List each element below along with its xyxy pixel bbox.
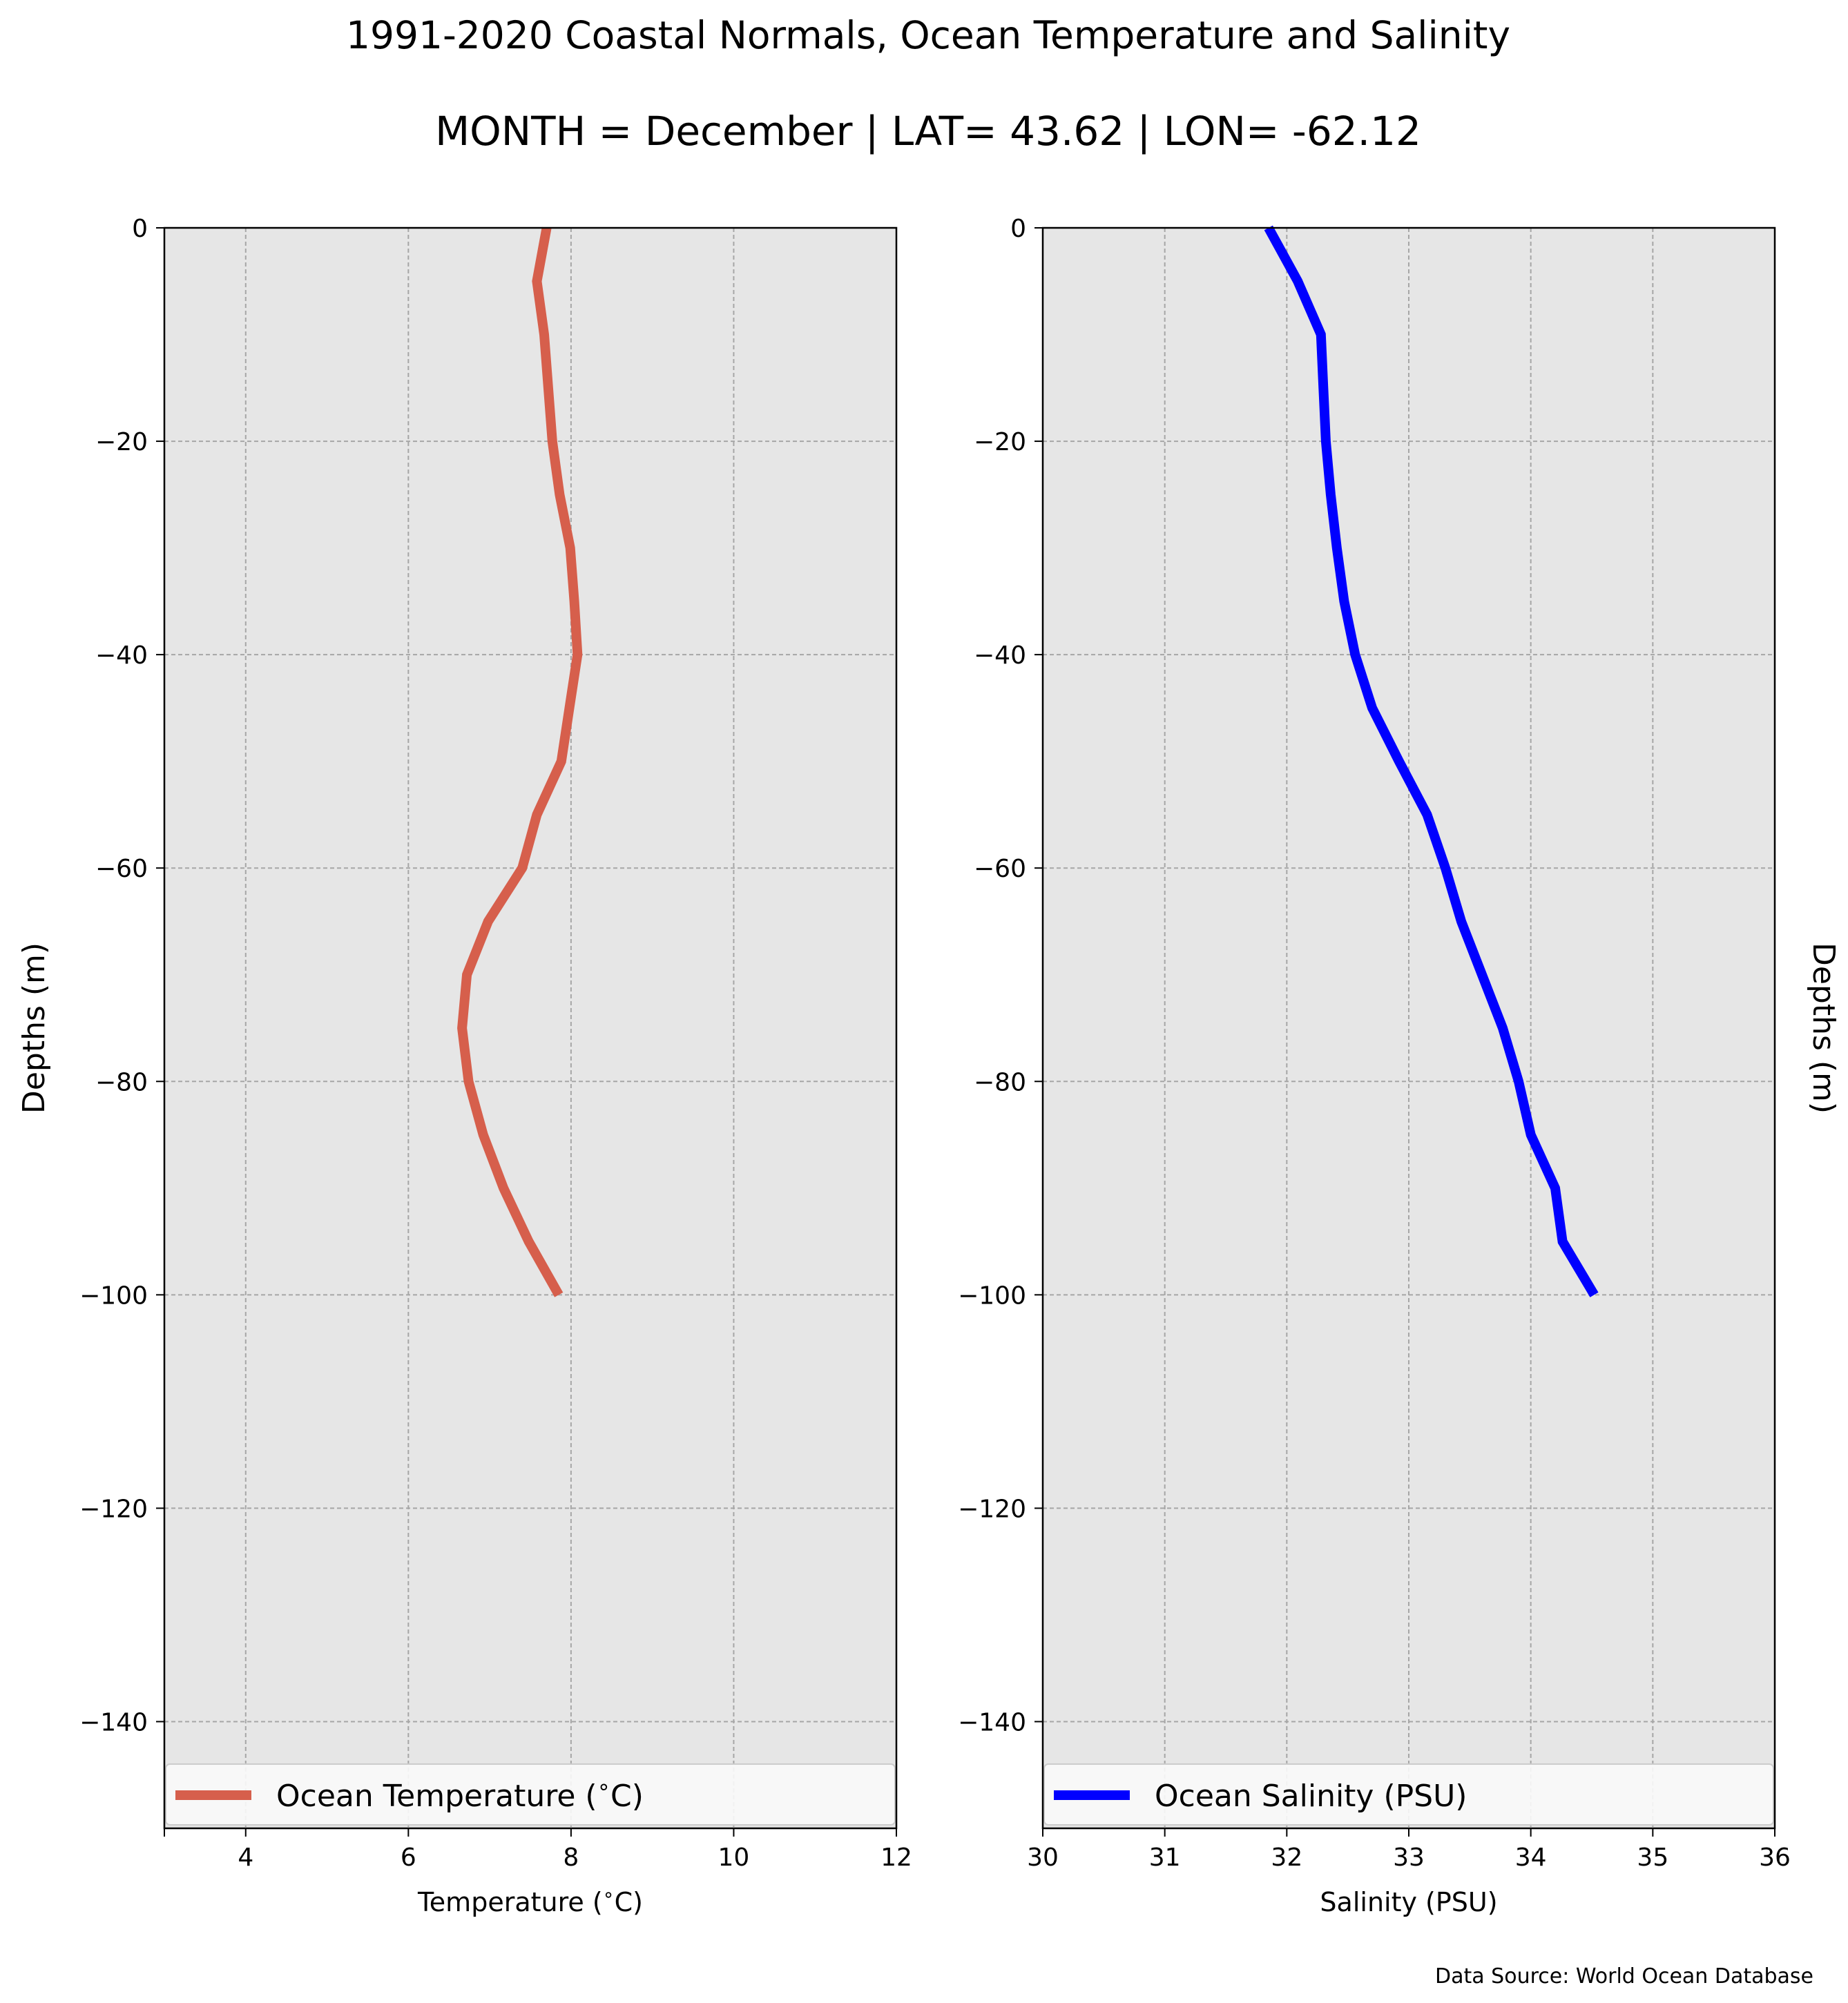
- y-tick-label: −80: [974, 1068, 1026, 1096]
- figure-title: 1991-2020 Coastal Normals, Ocean Tempera…: [346, 13, 1510, 57]
- legend-frame: [1043, 1763, 1774, 1826]
- salinity-series-line: [1264, 225, 1599, 1297]
- x-tick-label: 31: [1149, 1844, 1181, 1872]
- plot-area: [164, 228, 896, 1828]
- legend-label: Ocean Salinity (PSU): [1155, 1779, 1467, 1814]
- legend: Ocean Temperature (∘C): [165, 1763, 896, 1826]
- y-tick-label: −60: [95, 855, 148, 883]
- y-tick-label: −20: [974, 428, 1026, 456]
- y-tick-label: −20: [95, 428, 148, 456]
- y-tick-label: −60: [974, 855, 1026, 883]
- legend-frame: [165, 1763, 896, 1826]
- legend-label: Ocean Temperature (∘C): [276, 1774, 644, 1814]
- y-tick-label: −140: [79, 1708, 148, 1736]
- y-tick-label: 0: [1010, 215, 1026, 243]
- salinity-panel: 30 31 32 33 34 35 36 0 −20 −40 −60 −80 −100 −120 −140 O…: [958, 215, 1841, 1917]
- legend: Ocean Salinity (PSU): [1043, 1763, 1774, 1826]
- temperature-panel: 4 6 8 10 12 0 −20 −40 −60 −80 −100 −120 −140 Ocean Te…: [17, 215, 912, 1917]
- figure-subtitle: MONTH = December | LAT= 43.62 | LON= -62…: [435, 108, 1421, 155]
- x-tick-label: 36: [1759, 1844, 1791, 1872]
- x-tick-label: 4: [238, 1844, 253, 1872]
- x-tick-label: 12: [880, 1844, 912, 1872]
- y-tick-label: −120: [958, 1495, 1026, 1523]
- x-axis-label: Salinity (PSU): [1320, 1887, 1497, 1917]
- x-axis-label: Temperature (∘C): [417, 1884, 643, 1918]
- y-tick-label: −140: [958, 1708, 1026, 1736]
- x-tick-label: 33: [1393, 1844, 1425, 1872]
- x-tick-label: 30: [1027, 1844, 1059, 1872]
- y-tick-label: −100: [79, 1281, 148, 1310]
- x-tick-label: 6: [401, 1844, 416, 1872]
- y-tick-label: −80: [95, 1068, 148, 1096]
- y-tick-label: −40: [95, 641, 148, 670]
- y-tick-label: −100: [958, 1281, 1026, 1310]
- x-tick-label: 10: [718, 1844, 750, 1872]
- x-tick-label: 35: [1637, 1844, 1668, 1872]
- temperature-series-line: [457, 226, 583, 1297]
- y-tick-label: −120: [79, 1495, 148, 1523]
- y-tick-label: 0: [132, 215, 148, 243]
- axes-frame: [163, 226, 898, 1830]
- y-axis-label: Depths (m): [1806, 942, 1841, 1114]
- axes-frame: [1041, 226, 1776, 1830]
- x-tick-label: 32: [1271, 1844, 1302, 1872]
- data-source-note: Data Source: World Ocean Database: [1435, 1964, 1813, 1989]
- y-tick-label: −40: [974, 641, 1026, 670]
- y-axis-label: Depths (m): [17, 942, 52, 1114]
- x-tick-label: 34: [1515, 1844, 1547, 1872]
- x-tick-label: 8: [563, 1844, 579, 1872]
